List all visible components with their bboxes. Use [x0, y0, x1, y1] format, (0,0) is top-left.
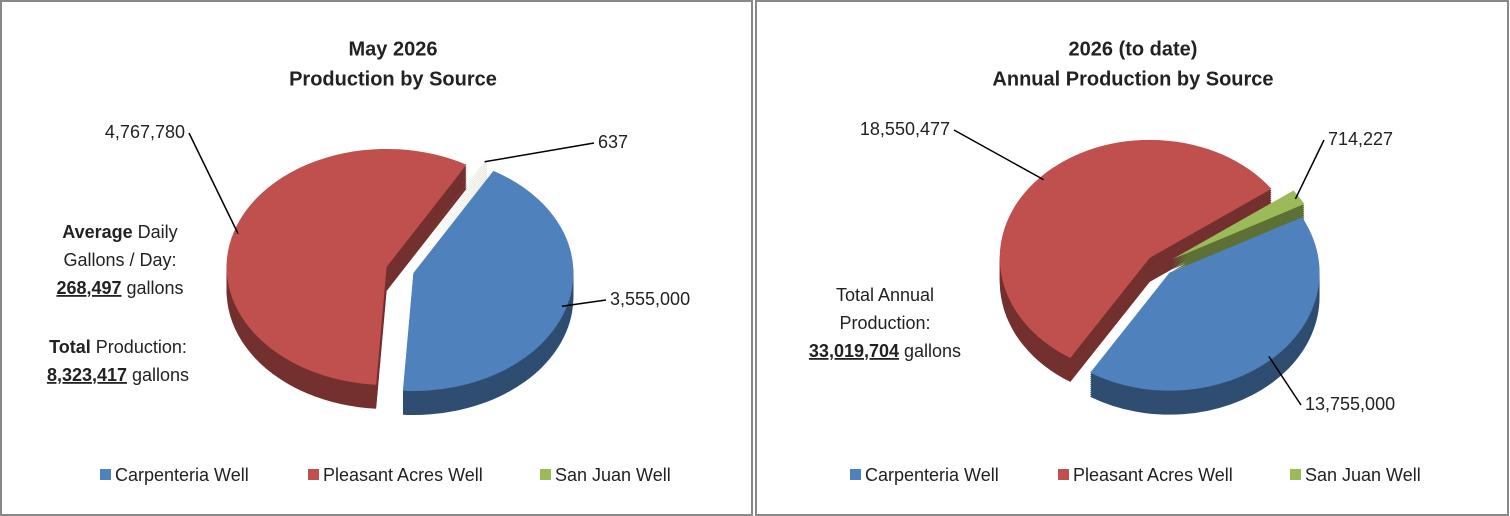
- annotation-part: 8,323,417: [47, 365, 127, 385]
- pie-slice: [1090, 217, 1320, 391]
- leader-line: [1294, 139, 1325, 200]
- leader-line: [953, 129, 1044, 181]
- slice-side: [406, 176, 487, 279]
- chart-title: Production by Source: [289, 68, 497, 90]
- legend-label: Pleasant Acres Well: [1073, 465, 1233, 485]
- annotation-part: 268,497: [56, 278, 121, 298]
- pie-slice: [999, 139, 1272, 358]
- legend-swatch: [1290, 469, 1301, 480]
- data-label: 18,550,477: [860, 119, 950, 139]
- annotation-part: Daily: [138, 222, 178, 242]
- leader-line: [188, 132, 239, 235]
- slice-side: [406, 172, 487, 275]
- annotation-part: gallons: [127, 278, 184, 298]
- legend-swatch: [540, 469, 551, 480]
- slice-side: [406, 168, 487, 271]
- annotation: 33,019,704 gallons: [809, 341, 961, 361]
- annotation-part: gallons: [132, 365, 189, 385]
- annotation-part: Total: [49, 337, 91, 357]
- chart-title: May 2026: [349, 38, 438, 60]
- legend-swatch: [308, 469, 319, 480]
- data-label: 637: [598, 132, 628, 152]
- annotation: Gallons / Day:: [63, 250, 176, 270]
- slice-side: [406, 160, 487, 263]
- annotation-part: 33,019,704: [809, 341, 899, 361]
- annotation: Average Daily: [62, 222, 177, 242]
- annotation-part: Gallons / Day:: [63, 250, 176, 270]
- pie-slice: [226, 148, 467, 385]
- slice-side: [406, 166, 487, 269]
- slice-side: [406, 170, 487, 273]
- slice-side: [406, 164, 487, 267]
- legend-label: Pleasant Acres Well: [323, 465, 483, 485]
- slice-side: [406, 178, 487, 281]
- pie-slice: [1171, 190, 1305, 260]
- legend-label: Carpenteria Well: [865, 465, 999, 485]
- legend-label: San Juan Well: [555, 465, 671, 485]
- annotation-part: gallons: [904, 341, 961, 361]
- slice-side: [406, 174, 487, 277]
- annotation: 8,323,417 gallons: [47, 365, 189, 385]
- leader-line: [484, 142, 595, 163]
- pie-slice: [402, 170, 574, 392]
- legend-swatch: [850, 469, 861, 480]
- annotation: Production:: [839, 313, 930, 333]
- annotation-part: Production:: [839, 313, 930, 333]
- slice-side: [406, 162, 487, 265]
- annotation-part: Average: [62, 222, 132, 242]
- chart-title: 2026 (to date): [1069, 38, 1198, 60]
- legend-swatch: [1058, 469, 1069, 480]
- data-label: 13,755,000: [1305, 394, 1395, 414]
- leader-line: [561, 299, 607, 308]
- data-label: 3,555,000: [610, 289, 690, 309]
- pie-slice: [406, 158, 487, 261]
- legend-label: San Juan Well: [1305, 465, 1421, 485]
- leader-line: [1268, 355, 1302, 406]
- legend-label: Carpenteria Well: [115, 465, 249, 485]
- data-label: 4,767,780: [105, 122, 185, 142]
- annotation: Total Annual: [836, 285, 934, 305]
- data-label: 714,227: [1328, 129, 1393, 149]
- annotation: Total Production:: [49, 337, 187, 357]
- annotation-part: Production:: [96, 337, 187, 357]
- legend-swatch: [100, 469, 111, 480]
- chart-title: Annual Production by Source: [992, 68, 1273, 90]
- annotation: 268,497 gallons: [56, 278, 183, 298]
- annotation-part: Total Annual: [836, 285, 934, 305]
